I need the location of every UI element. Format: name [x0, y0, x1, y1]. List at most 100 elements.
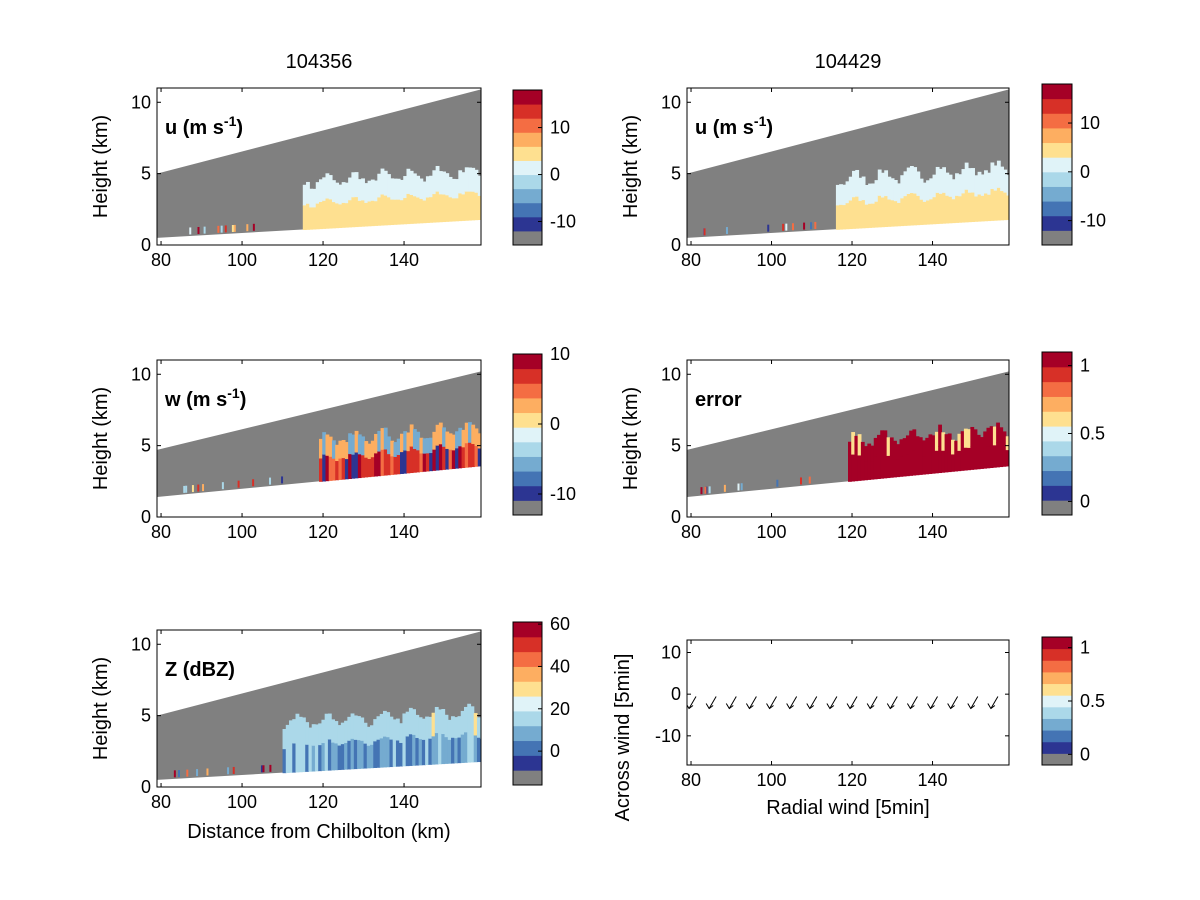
x-axis-label: Radial wind [5min]: [766, 797, 929, 819]
x-tick-label: 120: [308, 522, 338, 542]
colorbar-level: [1042, 753, 1072, 766]
colorbar-level: [513, 651, 542, 667]
plot-area: [157, 631, 481, 780]
y-tick-label: 10: [131, 634, 151, 654]
colorbar-tick-label: 0.5: [1080, 691, 1105, 711]
colorbar-tick-label: 40: [550, 656, 570, 676]
colorbar: 10 0 -10: [512, 344, 576, 516]
wind-arrow: [846, 696, 858, 710]
colorbar-level: [1042, 127, 1072, 144]
colorbar-level: [1042, 230, 1072, 246]
colorbar-level: [1042, 500, 1072, 516]
colorbar-tick-label: 0: [550, 414, 560, 434]
colorbar-tick-label: 0: [1080, 491, 1090, 511]
colorbar-level: [513, 725, 542, 742]
colorbar-level: [1042, 113, 1072, 129]
x-axis-label: Distance from Chilbolton (km): [187, 821, 450, 843]
x-tick-label: 100: [757, 522, 787, 542]
colorbar-level: [513, 427, 542, 443]
colorbar-level: [1042, 396, 1072, 412]
colorbar-level: [1042, 660, 1072, 673]
wind-arrow: [725, 696, 737, 710]
wind-arrow: [967, 696, 979, 710]
y-tick-label: 10: [661, 92, 681, 112]
y-tick-label: 0: [141, 777, 151, 797]
colorbar-tick-label: 0: [550, 741, 560, 761]
y-axis-label: Across wind [5min]: [612, 654, 634, 822]
y-axis-label: Height (km): [620, 387, 642, 490]
colorbar-tick-label: 1: [1080, 356, 1090, 376]
x-tick-label: 100: [757, 770, 787, 790]
colorbar-level: [1042, 730, 1072, 743]
y-tick-label: 5: [141, 436, 151, 456]
colorbar-level: [1042, 637, 1072, 650]
colorbar-level: [513, 755, 542, 771]
colorbar-tick-label: 0.5: [1080, 424, 1105, 444]
colorbar-level: [513, 636, 542, 653]
y-axis-label: Height (km): [90, 657, 112, 760]
colorbar-level: [513, 230, 542, 246]
colorbar: 10 0 -10: [512, 89, 576, 246]
plot-area: [157, 371, 481, 498]
x-tick-label: 100: [227, 522, 257, 542]
wind-arrow: [947, 696, 959, 710]
colorbar-tick-label: -10: [550, 212, 576, 232]
colorbar-level: [1042, 157, 1072, 173]
y-tick-label: 5: [671, 164, 681, 184]
colorbar-level: [513, 216, 542, 232]
x-tick-label: 80: [151, 250, 171, 270]
y-tick-label: 10: [131, 92, 151, 112]
plot-area: [157, 89, 481, 238]
colorbar-tick-label: -10: [1080, 211, 1106, 231]
colorbar-tick-label: 10: [1080, 113, 1100, 133]
colorbar-tick-label: 10: [550, 118, 570, 138]
colorbar-level: [513, 397, 542, 414]
colorbar-level: [1042, 352, 1072, 368]
colorbar: 10.50: [1041, 351, 1105, 516]
colorbar-level: [513, 160, 542, 176]
wind-arrow: [705, 696, 717, 710]
y-axis-label: Height (km): [620, 115, 642, 218]
colorbar-level: [1042, 683, 1072, 696]
colorbar-level: [1042, 671, 1072, 685]
y-axis-label: Height (km): [90, 387, 112, 490]
colorbar-tick-label: 0: [1080, 744, 1090, 764]
colorbar-level: [1042, 215, 1072, 231]
y-tick-label: 10: [661, 643, 681, 663]
colorbar-level: [513, 104, 542, 119]
colorbar-level: [1042, 142, 1072, 158]
colorbar-level: [513, 354, 542, 370]
colorbar-level: [1042, 426, 1072, 442]
colorbar-level: [1042, 695, 1072, 708]
wind-arrow: [687, 696, 697, 710]
colorbar-tick-label: -10: [550, 484, 576, 504]
x-tick-label: 100: [227, 250, 257, 270]
wind-arrow: [886, 696, 898, 710]
colorbar-level: [1042, 741, 1072, 754]
colorbar-level: [1042, 648, 1072, 661]
colorbar-tick-label: 60: [550, 614, 570, 634]
colorbar-level: [513, 118, 542, 133]
colorbar-level: [513, 202, 542, 218]
colorbar-level: [513, 740, 542, 756]
x-tick-label: 120: [837, 522, 867, 542]
colorbar-frame: [512, 353, 543, 516]
panel-label: u (m s-1): [165, 113, 243, 139]
colorbar-frame: [512, 89, 543, 246]
colorbar-level: [1042, 186, 1072, 202]
wind-arrow: [987, 696, 999, 710]
colorbar-level: [513, 456, 542, 472]
wind-arrows: [687, 696, 999, 710]
x-tick-label: 100: [227, 792, 257, 812]
colorbar-level: [1042, 718, 1072, 731]
plot-area: [687, 696, 999, 710]
y-tick-label: 0: [671, 684, 681, 704]
y-tick-label: 5: [141, 706, 151, 726]
colorbar-tick-label: 10: [550, 344, 570, 364]
colorbar-tick-label: 1: [1080, 638, 1090, 658]
x-tick-label: 140: [918, 522, 948, 542]
panel-label: w (m s-1): [164, 385, 246, 411]
x-tick-label: 100: [757, 250, 787, 270]
